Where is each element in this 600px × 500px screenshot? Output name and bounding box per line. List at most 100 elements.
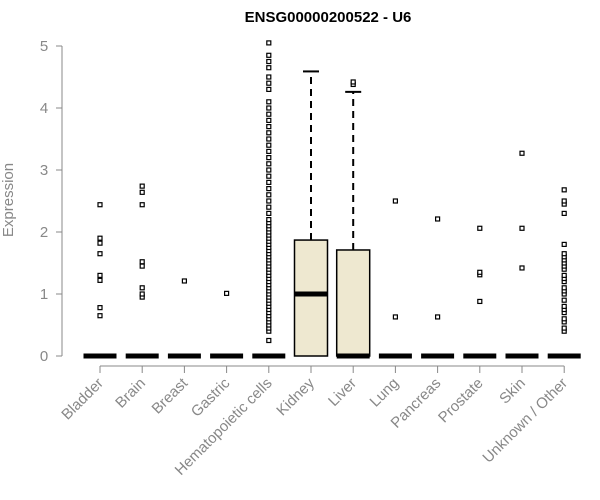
y-tick-label-3: 3 [40, 162, 48, 179]
outlier-4-44 [266, 173, 272, 179]
box-5 [293, 70, 329, 357]
box-body-5 [293, 239, 329, 357]
outlier-1-2 [139, 285, 145, 291]
outlier-11-6 [561, 303, 567, 309]
outlier-2-0 [181, 278, 187, 284]
outlier-4-62 [266, 52, 272, 58]
outlier-9-3 [477, 225, 483, 231]
outlier-4-61 [266, 58, 272, 65]
outlier-4-60 [266, 65, 272, 71]
plot-area [83, 40, 581, 359]
outlier-0-0 [97, 313, 103, 319]
outlier-11-21 [561, 210, 567, 216]
y-tick-label-0: 0 [40, 348, 48, 365]
outlier-4-38 [266, 210, 272, 216]
outlier-1-4 [139, 259, 145, 265]
outlier-4-47 [266, 155, 272, 161]
outlier-3-0 [224, 290, 230, 296]
outlier-6-1 [350, 79, 356, 85]
outlier-11-3 [561, 316, 567, 322]
outlier-11-23 [561, 198, 567, 204]
outlier-9-0 [477, 298, 483, 305]
x-tick-label-9: Prostate [435, 375, 487, 427]
outlier-4-52 [266, 123, 272, 130]
outlier-0-1 [97, 305, 103, 311]
outlier-4-39 [266, 204, 272, 210]
x-tick-label-0: Bladder [58, 375, 107, 424]
outlier-4-59 [266, 74, 272, 80]
outlier-4-55 [266, 105, 272, 111]
outlier-11-20 [561, 241, 567, 247]
outlier-11-1 [561, 325, 567, 331]
outlier-4-56 [266, 99, 272, 105]
box-8 [421, 216, 455, 359]
outlier-0-5 [97, 240, 103, 246]
outlier-4-53 [266, 117, 272, 124]
outlier-10-1 [519, 225, 525, 231]
outlier-0-6 [97, 235, 103, 241]
outlier-11-13 [561, 272, 567, 278]
outlier-0-4 [97, 251, 103, 257]
box-11 [547, 187, 581, 359]
outlier-4-46 [266, 161, 272, 167]
outlier-1-7 [139, 183, 145, 189]
outlier-4-37 [266, 217, 272, 223]
chart-title: ENSG00000200522 - U6 [245, 9, 412, 26]
box-1 [125, 183, 159, 359]
outlier-4-42 [266, 186, 272, 192]
outlier-4-45 [266, 167, 272, 173]
outlier-11-19 [561, 251, 567, 257]
y-axis: 0 1 2 3 4 5 [40, 38, 63, 365]
y-axis-label: Expression [0, 163, 17, 237]
outlier-11-7 [561, 297, 567, 303]
outlier-1-6 [139, 189, 145, 195]
outlier-4-51 [266, 130, 272, 136]
y-tick-label-5: 5 [40, 38, 48, 55]
outlier-7-1 [392, 198, 398, 204]
box-4 [252, 40, 286, 359]
x-tick-label-7: Lung [367, 375, 403, 411]
box-7 [378, 198, 412, 359]
outlier-0-7 [97, 202, 103, 208]
box-body-6 [335, 249, 371, 357]
outlier-4-50 [266, 136, 272, 142]
outlier-9-2 [477, 269, 483, 275]
outlier-4-41 [266, 192, 272, 198]
y-tick-label-1: 1 [40, 286, 48, 303]
outlier-4-54 [266, 111, 272, 117]
outlier-8-1 [435, 216, 441, 222]
outlier-4-43 [266, 179, 272, 185]
x-tick-label-10: Skin [496, 375, 529, 408]
outlier-1-3 [139, 263, 145, 269]
outlier-0-3 [97, 272, 103, 278]
box-6 [335, 79, 371, 359]
x-tick-label-6: Liver [325, 375, 360, 410]
outlier-4-63 [266, 40, 272, 46]
outlier-1-1 [139, 291, 145, 297]
outlier-4-48 [266, 148, 272, 154]
y-tick-label-2: 2 [40, 224, 48, 241]
outlier-10-0 [519, 265, 525, 271]
outlier-4-58 [266, 80, 272, 86]
box-10 [505, 150, 539, 359]
x-tick-label-2: Breast [149, 374, 192, 417]
box-9 [463, 225, 497, 359]
box-2 [167, 278, 201, 359]
y-tick-label-4: 4 [40, 100, 48, 117]
outlier-0-2 [97, 277, 103, 283]
outlier-7-0 [392, 314, 398, 320]
box-0 [83, 202, 117, 359]
outlier-4-57 [266, 86, 272, 93]
outlier-4-40 [266, 198, 272, 204]
outlier-1-5 [139, 202, 145, 208]
outlier-11-10 [561, 285, 567, 291]
x-tick-label-5: Kidney [273, 374, 318, 419]
outlier-4-0 [266, 337, 272, 344]
box-3 [210, 290, 244, 359]
x-tick-label-1: Brain [112, 375, 149, 412]
outlier-10-2 [519, 150, 525, 156]
outlier-4-49 [266, 142, 272, 148]
outlier-11-24 [561, 187, 567, 193]
